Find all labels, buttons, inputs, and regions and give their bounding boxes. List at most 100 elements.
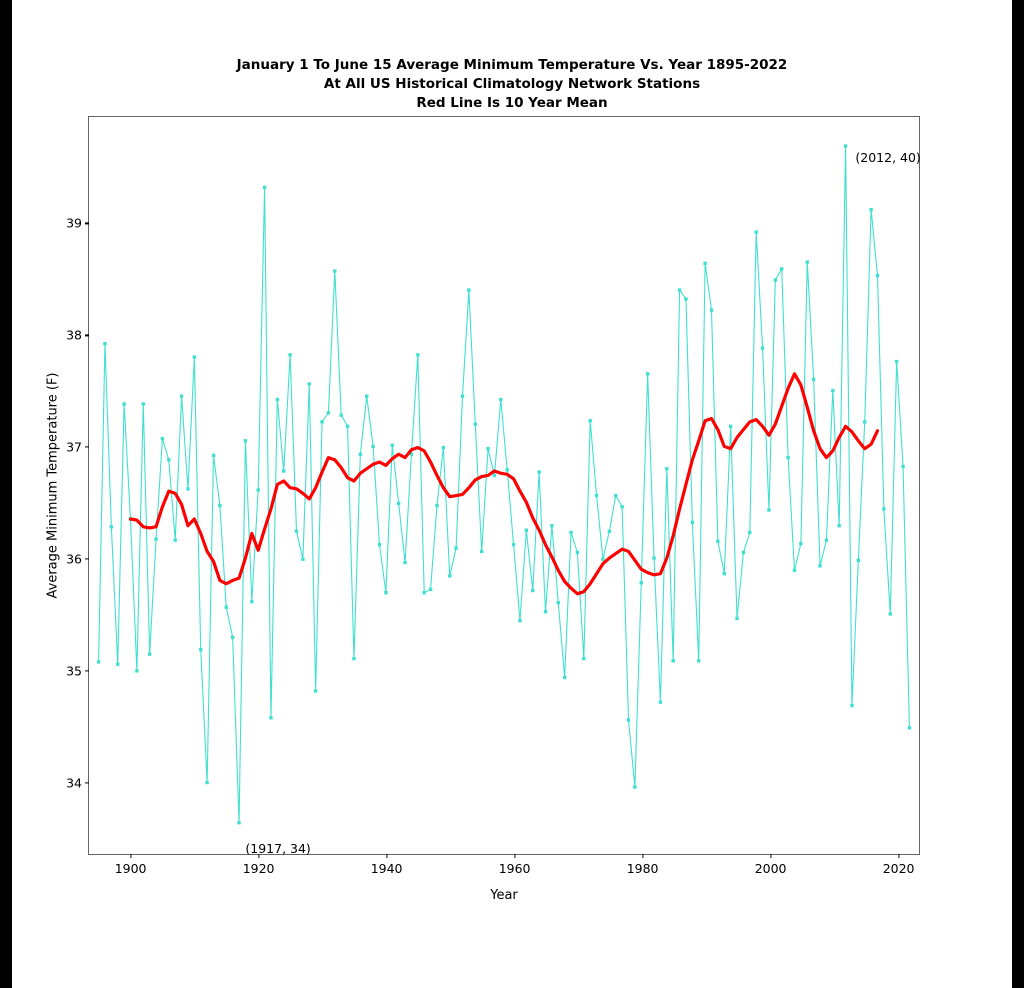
data-point-marker [799, 541, 803, 546]
y-axis-label-text: Average Minimum Temperature (F) [45, 372, 61, 599]
data-point-marker [390, 443, 394, 447]
data-point-marker [250, 599, 254, 604]
x-tick-label: 1920 [242, 861, 275, 876]
data-point-marker [122, 402, 126, 406]
data-point-marker [626, 718, 631, 722]
x-tick-label: 1940 [370, 861, 403, 876]
data-point-marker [741, 550, 746, 555]
data-point-marker [435, 503, 439, 508]
data-point-marker [154, 537, 158, 541]
y-axis-label: Average Minimum Temperature (F) [43, 116, 63, 855]
x-tick-mark [642, 854, 644, 858]
data-point-marker [396, 501, 401, 506]
data-point-marker [230, 635, 235, 640]
data-point-marker [428, 587, 433, 592]
data-point-marker [760, 346, 765, 350]
y-tick-label: 35 [66, 663, 82, 679]
chart-title: January 1 To June 15 Average Minimum Tem… [12, 56, 1012, 113]
data-point-marker [633, 785, 637, 789]
y-tick-label: 36 [66, 551, 82, 567]
data-point-marker [294, 529, 299, 533]
data-point-marker [837, 524, 841, 528]
x-tick-mark [386, 854, 388, 858]
data-point-marker [358, 452, 363, 456]
x-tick-label: 1980 [626, 861, 659, 876]
data-point-marker [792, 568, 797, 573]
data-point-marker [722, 572, 726, 576]
x-tick-label: 1960 [498, 861, 531, 876]
data-point-marker [780, 267, 784, 271]
data-point-marker [907, 726, 912, 730]
data-point-marker [141, 402, 145, 406]
data-point-marker [179, 394, 184, 398]
data-point-marker [160, 436, 165, 441]
mean-series-group [128, 372, 880, 596]
data-point-marker [333, 269, 337, 273]
data-point-marker [531, 588, 535, 593]
data-point-marker [588, 419, 592, 423]
y-tick-mark [85, 558, 89, 560]
data-point-marker [454, 546, 458, 550]
data-point-marker [543, 609, 548, 614]
data-point-marker [211, 453, 216, 458]
plot-area: 34 35 36 37 38 39 1900 1920 1940 1960 1980 2000 202… [66, 116, 921, 876]
data-point-marker [728, 424, 733, 429]
data-point-marker [345, 424, 350, 429]
data-point-marker [505, 468, 509, 472]
y-tick-label: 38 [66, 327, 82, 343]
data-point-marker [135, 669, 139, 673]
data-point-marker [473, 422, 477, 426]
chart-plot-svg [96, 144, 912, 825]
data-point-marker [365, 394, 369, 398]
chart-annotation-label: (1917, 34) [245, 840, 311, 856]
data-point-marker [754, 230, 758, 234]
data-point-marker [639, 580, 643, 585]
data-point-marker [894, 359, 899, 364]
data-point-marker [524, 528, 529, 532]
data-point-marker [569, 530, 573, 535]
data-point-marker [882, 507, 886, 511]
data-point-marker [205, 780, 209, 785]
data-point-marker [594, 493, 599, 498]
data-point-marker [843, 144, 848, 148]
data-point-marker [684, 297, 688, 301]
data-point-marker [614, 493, 618, 498]
chart-annotation-label: (2012, 40) [855, 150, 921, 166]
x-tick-mark [258, 854, 260, 858]
data-point-marker [850, 703, 854, 708]
data-point-marker [486, 446, 490, 451]
data-point-marker [167, 458, 171, 462]
data-point-marker [620, 505, 624, 509]
data-point-marker [269, 716, 273, 720]
data-point-marker [888, 612, 892, 616]
data-point-marker [186, 487, 190, 491]
data-point-marker [511, 542, 516, 547]
data-point-marker [224, 605, 228, 609]
data-point-marker [409, 452, 414, 456]
data-point-marker [403, 560, 407, 565]
data-point-marker [352, 656, 356, 661]
data-point-marker [818, 564, 822, 568]
data-point-marker [658, 700, 663, 704]
data-point-marker [441, 445, 446, 450]
data-point-marker [645, 372, 650, 376]
data-point-marker [601, 557, 605, 561]
y-tick-mark [85, 334, 89, 336]
data-point-marker [518, 618, 522, 623]
data-point-marker [831, 388, 835, 393]
data-point-marker [575, 550, 580, 555]
data-point-marker [582, 656, 586, 661]
data-point-marker [556, 601, 560, 605]
data-point-marker [116, 662, 120, 666]
data-point-marker [173, 538, 177, 542]
data-point-marker [448, 574, 452, 578]
data-point-marker [805, 260, 809, 264]
annual-data-point-markers [96, 144, 912, 825]
data-point-marker [192, 355, 197, 359]
data-point-marker [199, 647, 203, 652]
data-point-marker [550, 524, 554, 528]
data-point-marker [856, 558, 861, 563]
data-point-marker [786, 455, 790, 460]
annual-temperature-line [98, 145, 910, 824]
data-point-marker [313, 689, 318, 693]
